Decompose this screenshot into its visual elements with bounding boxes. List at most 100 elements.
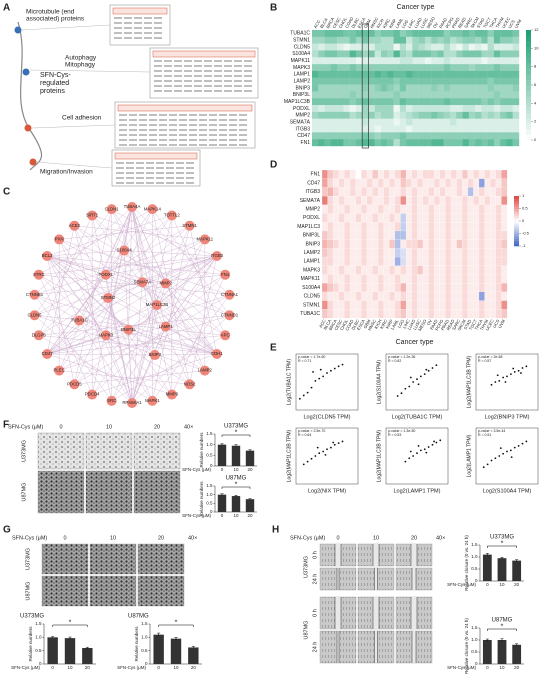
colorbar-label: 8	[534, 64, 537, 69]
x-tick-label: 10	[233, 513, 239, 518]
heat-cell	[389, 300, 396, 310]
heat-cell	[412, 91, 419, 99]
edge	[165, 283, 218, 355]
column-label: ACC	[313, 19, 322, 29]
heat-cell	[431, 77, 438, 85]
heat-cell	[355, 77, 363, 85]
heat-cell	[343, 43, 350, 51]
edge	[47, 335, 226, 355]
micrograph	[137, 575, 185, 607]
heat-cell	[431, 118, 438, 126]
heat-cell	[501, 187, 508, 197]
heat-cell	[405, 256, 412, 267]
edge	[171, 215, 226, 336]
heat-cell	[349, 169, 356, 180]
heat-cell	[495, 265, 502, 275]
chart-title: U87MG	[128, 614, 149, 620]
heat-cell	[394, 230, 401, 240]
heat-cell	[333, 196, 340, 206]
heat-cell	[424, 125, 432, 133]
column-label: BLCA	[322, 318, 332, 330]
heat-cell	[366, 196, 373, 206]
heat-cell	[437, 84, 444, 92]
heat-cell	[431, 36, 438, 44]
network-node	[147, 204, 158, 215]
heat-cell	[490, 187, 497, 197]
node-label: CLDN1	[105, 206, 120, 211]
heat-cell	[484, 239, 491, 249]
colorbar-step	[526, 41, 531, 47]
heat-cell	[383, 265, 390, 275]
scatter-point	[337, 365, 340, 368]
heat-cell	[405, 169, 412, 180]
heat-cell	[400, 239, 407, 249]
edge	[171, 274, 226, 395]
heat-cell	[412, 98, 419, 106]
stat-text: R = 0.57	[478, 359, 491, 363]
heat-cell	[450, 139, 457, 147]
plot-frame	[475, 353, 539, 411]
heat-cell	[475, 111, 482, 119]
heat-cell	[355, 248, 362, 258]
colorbar-step	[514, 206, 519, 209]
heat-cell	[495, 239, 502, 249]
edge	[47, 255, 166, 327]
heat-cell	[500, 30, 507, 38]
heat-cell	[405, 213, 412, 223]
heat-cell	[383, 222, 390, 232]
heat-cell	[355, 291, 362, 301]
row-label: SEMA7A	[300, 198, 321, 204]
heat-cell	[434, 187, 441, 197]
heat-cell	[343, 118, 350, 126]
scatter-point	[509, 373, 512, 376]
heat-cell	[368, 91, 375, 99]
heat-cell	[417, 187, 424, 197]
heat-cell	[330, 50, 338, 58]
edge	[59, 225, 190, 240]
stat-text: p-value = 2e-68	[478, 355, 502, 359]
x-axis-label: Log2(TUBA1C TPM)	[392, 414, 443, 420]
column-label: LIHC	[402, 319, 411, 330]
heat-cell	[501, 309, 508, 319]
heat-cell	[349, 98, 357, 106]
heat-cell	[495, 291, 502, 301]
colorbar-step	[526, 46, 531, 53]
column-label: SARC	[463, 16, 473, 29]
heat-cell	[462, 36, 470, 44]
x-tick-label: 20	[191, 665, 197, 670]
heat-cell	[439, 187, 446, 197]
heat-cell	[312, 139, 319, 147]
y-tick-label: 1.5	[141, 621, 148, 626]
heat-cell	[424, 111, 432, 119]
heat-cell	[355, 230, 362, 240]
heat-cell	[387, 91, 394, 99]
heat-cell	[312, 111, 319, 119]
row-label: MAPK3	[303, 267, 320, 273]
significance-bracket	[487, 545, 517, 548]
edge	[131, 315, 230, 404]
heat-cell	[344, 213, 351, 223]
wound-gap	[373, 544, 379, 566]
scatter-point	[494, 457, 497, 460]
heat-cell	[481, 43, 488, 51]
heat-cell	[406, 139, 413, 147]
heat-cell	[312, 36, 319, 44]
heat-cell	[439, 274, 446, 284]
heat-cell	[389, 222, 396, 232]
heat-cell	[418, 77, 426, 85]
heat-cell	[431, 91, 438, 99]
edge	[105, 335, 217, 355]
heat-cell	[344, 300, 351, 310]
heat-cell	[338, 274, 345, 284]
heat-cell	[412, 125, 419, 133]
row-label: 24 h	[312, 574, 318, 585]
y-tick-label: 1.5	[206, 431, 213, 436]
heat-cell	[495, 196, 502, 206]
heat-cell	[418, 36, 426, 44]
heat-cell	[500, 139, 507, 147]
heat-cell	[422, 291, 429, 301]
edge	[47, 255, 106, 275]
heat-cell	[343, 91, 350, 99]
heat-cell	[393, 125, 401, 133]
column-label: SKCM	[456, 318, 467, 331]
